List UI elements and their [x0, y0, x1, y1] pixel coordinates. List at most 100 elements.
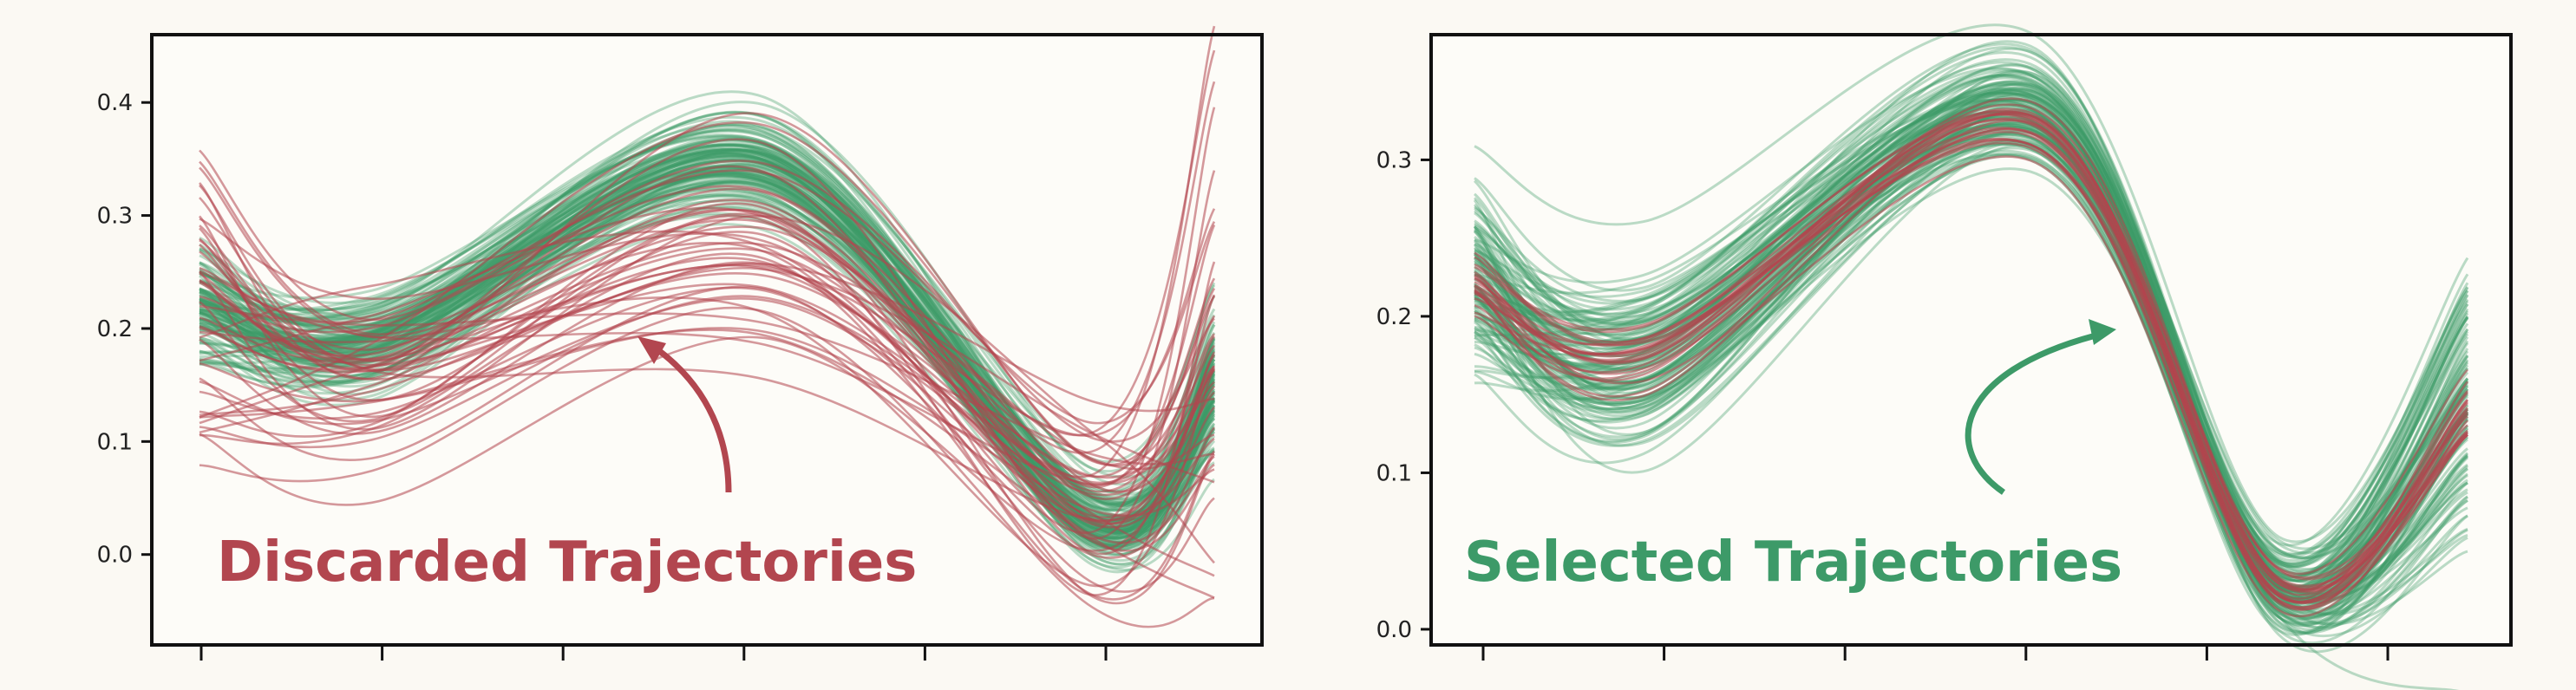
- y-axis-ticks: 0.0 0.1 0.2 0.3: [1376, 147, 1431, 643]
- trajectory-line: [1474, 97, 2469, 576]
- y-axis-ticks: 0.0 0.1 0.2 0.3 0.4: [97, 90, 152, 569]
- y-tick-label: 0.2: [97, 316, 133, 342]
- trajectory-line: [1474, 67, 2469, 565]
- trajectory-line: [1474, 94, 2469, 569]
- y-tick-label: 0.3: [97, 204, 133, 230]
- trajectory-line: [199, 153, 1215, 513]
- trajectory-line: [199, 296, 1216, 587]
- trajectory-line: [1473, 82, 2468, 574]
- trajectory-line: [199, 149, 1216, 508]
- discarded-trajectories-label: Discarded Trajectories: [217, 531, 917, 595]
- trajectory-line: [1474, 74, 2469, 556]
- trajectory-line: [199, 202, 1216, 605]
- trajectory-line: [199, 230, 1215, 544]
- selected-trajectories-label: Selected Trajectories: [1464, 531, 2122, 595]
- x-axis-ticks: [199, 645, 1108, 661]
- trajectory-line: [199, 138, 1216, 540]
- trajectory-line: [1474, 132, 2469, 636]
- trajectory-line: [199, 184, 1215, 525]
- trajectory-line: [199, 335, 1216, 552]
- trajectory-line: [199, 134, 1216, 531]
- trajectory-line: [199, 297, 1215, 497]
- trajectory-line: [199, 241, 1215, 593]
- trajectory-line: [199, 272, 1215, 479]
- trajectory-line: [199, 111, 1216, 493]
- trajectory-line: [199, 129, 1216, 504]
- y-tick-label: 0.1: [97, 429, 133, 455]
- trajectory-line: [1474, 88, 2468, 560]
- selected-trajectories-chart: 0.0 0.1 0.2 0.3 Selected Trajectories: [1376, 23, 2513, 690]
- trajectory-line: [199, 154, 1216, 534]
- trajectory-line: [199, 270, 1215, 486]
- trajectory-line: [199, 286, 1216, 523]
- trajectory-line: [1474, 86, 2468, 550]
- trajectory-line: [199, 148, 1216, 506]
- trajectory-line: [1474, 80, 2469, 589]
- trajectory-line: [1474, 133, 2468, 560]
- trajectory-line: [1474, 88, 2469, 573]
- trajectory-line: [199, 149, 1215, 443]
- plot-frame: [150, 33, 1264, 647]
- trajectory-line: [1474, 126, 2468, 626]
- y-tick-label: 0.0: [97, 543, 133, 569]
- trajectory-line: [199, 212, 1215, 552]
- trajectory-line: [1474, 42, 2469, 569]
- trajectory-line: [199, 197, 1215, 484]
- discarded-arrow: [644, 339, 732, 493]
- trajectory-line: [199, 151, 1216, 547]
- plot-frame: [1429, 33, 2513, 647]
- y-tick-label: 0.4: [97, 90, 133, 116]
- trajectory-line: [1474, 98, 2468, 576]
- y-tick-label: 0.3: [1376, 147, 1412, 173]
- trajectory-line: [199, 285, 1215, 559]
- trajectory-line: [199, 146, 1216, 508]
- trajectory-line: [199, 177, 1215, 503]
- trajectory-line: [199, 179, 1216, 549]
- trajectory-line: [199, 111, 1216, 517]
- plot-area-background: [152, 35, 1262, 645]
- y-tick-label: 0.1: [1376, 460, 1412, 486]
- trajectory-line: [1474, 110, 2468, 591]
- trajectory-line: [1474, 167, 2468, 615]
- trajectory-line: [1474, 58, 2469, 583]
- trajectory-line: [1474, 94, 2469, 547]
- trajectory-line: [199, 329, 1215, 599]
- trajectory-line: [199, 144, 1216, 505]
- trajectory-line: [1474, 87, 2469, 568]
- trajectory-line: [1474, 127, 2468, 604]
- y-tick-label: 0.2: [1376, 304, 1412, 330]
- selected-arrowhead: [2089, 319, 2116, 345]
- trajectory-line: [1474, 46, 2469, 578]
- trajectory-line: [199, 139, 1216, 501]
- trajectory-line: [199, 123, 1216, 531]
- trajectory-line: [1474, 154, 2469, 625]
- trajectory-line: [199, 148, 1216, 548]
- trajectory-line: [199, 169, 1216, 531]
- trajectory-line: [1474, 107, 2468, 604]
- trajectory-line: [199, 188, 1216, 540]
- trajectory-line: [1474, 133, 2468, 645]
- trajectory-line: [1474, 69, 2469, 568]
- trajectory-line: [199, 261, 1215, 529]
- trajectory-line: [199, 166, 1216, 551]
- trajectory-line: [199, 304, 1215, 465]
- trajectory-line: [1474, 87, 2469, 628]
- trajectory-line: [1474, 40, 2469, 635]
- trajectory-line: [1474, 155, 2468, 618]
- trajectory-line: [199, 295, 1215, 577]
- trajectory-line: [199, 172, 1216, 512]
- trajectory-line: [1474, 99, 2469, 589]
- trajectory-line: [199, 252, 1216, 601]
- trajectory-line: [199, 257, 1216, 519]
- trajectory-lines: [199, 25, 1216, 628]
- trajectory-line: [1474, 127, 2468, 591]
- y-tick-label: 0.0: [1376, 617, 1412, 643]
- trajectory-line: [199, 251, 1215, 522]
- discarded-arrowhead: [637, 336, 666, 364]
- discarded-trajectories-chart: 0.0 0.1 0.2 0.3 0.4 Discarded Trajectories: [97, 25, 1264, 661]
- trajectory-line: [1474, 120, 2468, 604]
- trajectory-line: [1474, 113, 2468, 579]
- trajectory-line: [199, 185, 1215, 493]
- x-axis-ticks: [1481, 645, 2390, 661]
